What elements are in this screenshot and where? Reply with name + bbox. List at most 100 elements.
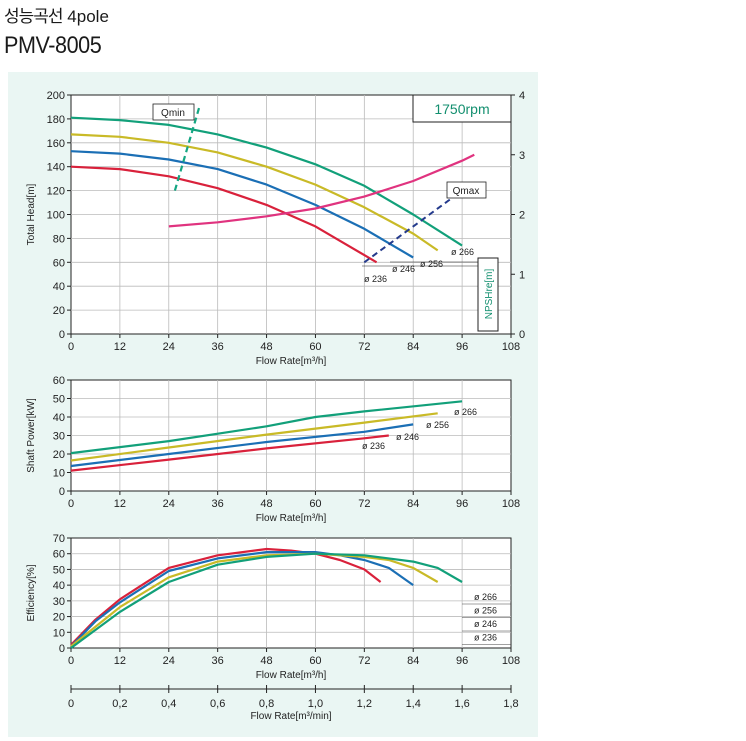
x-tick-label: 72 bbox=[358, 655, 370, 667]
qmax-line bbox=[363, 189, 463, 264]
plot-2: 0 12 24 36 48 60 72 84 96 108 0 10 20 30 40 50 60 Flow Ra… bbox=[26, 375, 520, 524]
x-tick-label: 0 bbox=[68, 341, 74, 353]
y-tick-label: 40 bbox=[53, 580, 65, 592]
x-axis-label: Flow Rate[m³/h] bbox=[256, 670, 327, 681]
y-axis-label: Shaft Power[kW] bbox=[26, 398, 37, 473]
x2-tick-label: 1,8 bbox=[503, 698, 518, 710]
x-tick-label: 12 bbox=[114, 498, 126, 510]
chart-title: 성능곡선 4pole bbox=[4, 2, 109, 27]
qmin-label-box bbox=[152, 103, 195, 121]
y-axis-label: Total Head[m] bbox=[26, 183, 37, 245]
curve-266-p1 bbox=[70, 116, 463, 247]
y-tick-label: 50 bbox=[53, 564, 65, 576]
curve-236-p3 bbox=[70, 547, 382, 646]
x-tick-label: 96 bbox=[456, 655, 468, 667]
y-tick-label: 40 bbox=[53, 281, 65, 293]
y-tick-label: 200 bbox=[47, 90, 65, 102]
y-tick-label: 100 bbox=[47, 210, 65, 222]
x-tick-label: 36 bbox=[212, 655, 224, 667]
x-tick-label: 48 bbox=[260, 341, 272, 353]
curve-266-p3 bbox=[70, 552, 463, 649]
plot-1: 0 12 24 36 48 60 72 84 96 10802040608010012014016… bbox=[26, 90, 525, 367]
qmax-label-box bbox=[446, 181, 487, 199]
y-tick-label: 10 bbox=[53, 468, 65, 480]
diameter-label: ø 256 bbox=[420, 259, 443, 269]
diameter-label: ø 256 bbox=[426, 420, 449, 430]
x-tick-label: 72 bbox=[358, 341, 370, 353]
x-tick-label: 24 bbox=[163, 655, 175, 667]
npsh-axis-label: NPSHre[m] bbox=[484, 268, 495, 319]
korean-title: 성능곡선 bbox=[4, 7, 64, 26]
y-tick-label: 0 bbox=[59, 643, 65, 655]
pole-label: 4pole bbox=[67, 7, 109, 26]
y-tick-label: 70 bbox=[53, 533, 65, 545]
y-tick-label: 80 bbox=[53, 233, 65, 245]
y-tick-label: 50 bbox=[53, 394, 65, 406]
legend-entry: ø 236 bbox=[474, 633, 497, 643]
x-axis-label: Flow Rate[m³/h] bbox=[256, 356, 327, 367]
diameter-label: ø 246 bbox=[396, 432, 419, 442]
x-tick-label: 96 bbox=[456, 341, 468, 353]
y-tick-label: 30 bbox=[53, 596, 65, 608]
y2-tick-label: 0 bbox=[519, 329, 525, 341]
model-name: PMV-8005 bbox=[4, 32, 102, 59]
npsh-curve bbox=[168, 153, 475, 228]
curve-246-p1 bbox=[70, 150, 414, 259]
y-tick-label: 60 bbox=[53, 375, 65, 387]
x-axis-label: Flow Rate[m³/h] bbox=[256, 513, 327, 524]
x2-axis-label: Flow Rate[m³/min] bbox=[250, 711, 331, 722]
x-tick-label: 108 bbox=[502, 498, 520, 510]
diameter-label: ø 246 bbox=[392, 264, 415, 274]
legend-entry: ø 256 bbox=[474, 606, 497, 616]
x-tick-label: 72 bbox=[358, 498, 370, 510]
y-tick-label: 0 bbox=[59, 486, 65, 498]
diameter-label: ø 266 bbox=[454, 407, 477, 417]
y2-tick-label: 2 bbox=[519, 210, 525, 222]
x-tick-label: 12 bbox=[114, 341, 126, 353]
curve-256-p1 bbox=[70, 133, 439, 252]
x-tick-label: 60 bbox=[309, 655, 321, 667]
speed-label: 1750rpm bbox=[434, 101, 489, 117]
x-tick-label: 84 bbox=[407, 655, 419, 667]
plot-3: 0 12 24 36 48 60 72 84 96 108 0 10 20 30 40 50 60 70 Flow … bbox=[26, 533, 520, 681]
x2-tick-label: 1,0 bbox=[308, 698, 323, 710]
x-tick-label: 24 bbox=[163, 498, 175, 510]
speed-box bbox=[412, 94, 512, 123]
x-tick-label: 96 bbox=[456, 498, 468, 510]
x2-tick-label: 0 bbox=[68, 698, 74, 710]
y-tick-label: 30 bbox=[53, 431, 65, 443]
x2-tick-label: 1,4 bbox=[406, 698, 421, 710]
x-tick-label: 0 bbox=[68, 655, 74, 667]
diameter-label: ø 236 bbox=[362, 441, 385, 451]
diameter-label: ø 266 bbox=[451, 247, 474, 257]
qmin-label: Qmin bbox=[161, 108, 185, 119]
x-tick-label: 84 bbox=[407, 341, 419, 353]
diameter-label: ø 236 bbox=[364, 274, 387, 284]
y-tick-label: 20 bbox=[53, 612, 65, 624]
curve-236-p1 bbox=[70, 165, 378, 264]
qmin-line bbox=[173, 106, 201, 191]
x-tick-label: 0 bbox=[68, 498, 74, 510]
curve-256-p2 bbox=[70, 412, 438, 462]
y2-tick-label: 3 bbox=[519, 150, 525, 162]
y-tick-label: 10 bbox=[53, 627, 65, 639]
x-tick-label: 60 bbox=[309, 341, 321, 353]
curve-246-p3 bbox=[70, 550, 414, 648]
x-tick-label: 84 bbox=[407, 498, 419, 510]
x-tick-label: 24 bbox=[163, 341, 175, 353]
x2-tick-label: 1,2 bbox=[357, 698, 372, 710]
y-tick-label: 60 bbox=[53, 549, 65, 561]
x-tick-label: 36 bbox=[212, 341, 224, 353]
y-tick-label: 180 bbox=[47, 114, 65, 126]
y-tick-label: 20 bbox=[53, 449, 65, 461]
y-tick-label: 40 bbox=[53, 412, 65, 424]
x-tick-label: 108 bbox=[502, 341, 520, 353]
x-tick-label: 12 bbox=[114, 655, 126, 667]
curve-266-p2 bbox=[70, 400, 463, 455]
y-axis-label: Efficiency[%] bbox=[26, 564, 37, 621]
y-tick-label: 20 bbox=[53, 305, 65, 317]
x2-tick-label: 0,2 bbox=[112, 698, 127, 710]
y-tick-label: 0 bbox=[59, 329, 65, 341]
x-tick-label: 48 bbox=[260, 498, 272, 510]
y-tick-label: 160 bbox=[47, 138, 65, 150]
